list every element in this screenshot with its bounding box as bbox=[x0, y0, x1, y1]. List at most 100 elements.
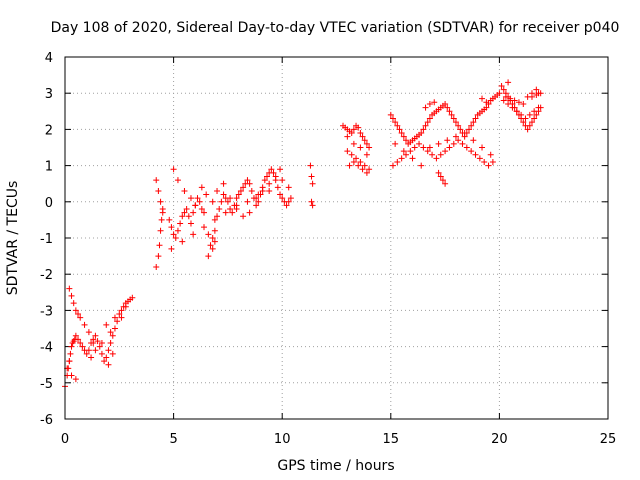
data-point bbox=[205, 253, 212, 260]
data-point bbox=[502, 93, 509, 100]
data-point bbox=[452, 133, 459, 140]
data-point bbox=[409, 155, 416, 162]
data-point bbox=[118, 314, 125, 321]
data-point bbox=[237, 187, 244, 194]
data-point bbox=[348, 130, 355, 137]
data-point bbox=[468, 148, 475, 155]
data-point bbox=[77, 314, 84, 321]
data-point bbox=[429, 151, 436, 158]
data-point bbox=[511, 97, 518, 104]
x-tick-label: 25 bbox=[600, 432, 617, 447]
data-point bbox=[446, 108, 453, 115]
data-point bbox=[92, 332, 99, 339]
data-point bbox=[159, 209, 166, 216]
data-point bbox=[209, 198, 216, 205]
data-point bbox=[470, 119, 477, 126]
data-point bbox=[118, 307, 125, 314]
data-point bbox=[515, 99, 522, 106]
data-point bbox=[224, 198, 231, 205]
data-point bbox=[285, 198, 292, 205]
data-point bbox=[446, 144, 453, 151]
data-point bbox=[346, 162, 353, 169]
data-point bbox=[450, 115, 457, 122]
data-point bbox=[533, 111, 540, 118]
data-point bbox=[183, 206, 190, 213]
x-tick-label: 0 bbox=[61, 432, 69, 447]
data-point bbox=[187, 220, 194, 227]
data-point bbox=[479, 95, 486, 102]
data-point bbox=[246, 180, 253, 187]
y-tick-label: 4 bbox=[45, 51, 53, 66]
y-tick-label: -6 bbox=[40, 413, 53, 428]
data-point bbox=[105, 347, 112, 354]
y-tick-label: -4 bbox=[40, 341, 53, 356]
data-point bbox=[270, 169, 277, 176]
data-point bbox=[470, 137, 477, 144]
data-point bbox=[500, 86, 507, 93]
data-point bbox=[459, 140, 466, 147]
data-point bbox=[418, 162, 425, 169]
data-point bbox=[483, 104, 490, 111]
y-tick-label: 2 bbox=[45, 123, 53, 138]
data-point bbox=[75, 311, 82, 318]
data-point bbox=[207, 242, 214, 249]
data-point bbox=[309, 180, 316, 187]
data-point bbox=[472, 115, 479, 122]
data-point bbox=[389, 162, 396, 169]
data-point bbox=[107, 329, 114, 336]
data-point bbox=[350, 140, 357, 147]
data-point bbox=[66, 358, 73, 365]
data-point bbox=[344, 148, 351, 155]
data-point bbox=[411, 144, 418, 151]
data-point bbox=[481, 158, 488, 165]
data-point bbox=[522, 115, 529, 122]
data-point bbox=[168, 224, 175, 231]
data-point bbox=[235, 191, 242, 198]
data-point bbox=[216, 206, 223, 213]
data-point bbox=[437, 173, 444, 180]
data-point bbox=[179, 213, 186, 220]
data-point bbox=[211, 216, 218, 223]
data-point bbox=[505, 79, 512, 86]
data-point bbox=[461, 130, 468, 137]
data-point bbox=[500, 97, 507, 104]
data-point bbox=[166, 216, 173, 223]
data-point bbox=[359, 133, 366, 140]
data-point bbox=[363, 151, 370, 158]
data-point bbox=[174, 227, 181, 234]
data-point bbox=[277, 191, 284, 198]
data-point bbox=[156, 242, 163, 249]
data-point bbox=[350, 126, 357, 133]
data-point bbox=[524, 126, 531, 133]
data-point bbox=[366, 166, 373, 173]
data-point bbox=[392, 119, 399, 126]
data-point bbox=[244, 198, 251, 205]
data-point bbox=[448, 111, 455, 118]
data-point bbox=[222, 209, 229, 216]
data-point bbox=[129, 294, 136, 301]
data-point bbox=[261, 177, 268, 184]
data-point bbox=[157, 227, 164, 234]
data-point bbox=[468, 122, 475, 129]
data-point bbox=[442, 148, 449, 155]
data-point bbox=[109, 350, 116, 357]
data-point bbox=[457, 126, 464, 133]
x-ticks: 0 5 10 15 20 25 bbox=[61, 57, 616, 447]
data-point bbox=[535, 104, 542, 111]
data-point bbox=[81, 321, 88, 328]
data-point bbox=[263, 173, 270, 180]
data-point bbox=[507, 95, 514, 102]
data-point bbox=[72, 376, 79, 383]
data-point bbox=[198, 206, 205, 213]
data-point bbox=[201, 209, 208, 216]
data-point bbox=[435, 140, 442, 147]
data-point bbox=[450, 140, 457, 147]
data-point bbox=[344, 133, 351, 140]
data-point bbox=[85, 347, 92, 354]
data-point bbox=[487, 151, 494, 158]
data-point bbox=[274, 184, 281, 191]
data-point bbox=[196, 198, 203, 205]
x-axis-label: GPS time / hours bbox=[277, 458, 394, 474]
data-point bbox=[422, 104, 429, 111]
data-point bbox=[505, 101, 512, 108]
